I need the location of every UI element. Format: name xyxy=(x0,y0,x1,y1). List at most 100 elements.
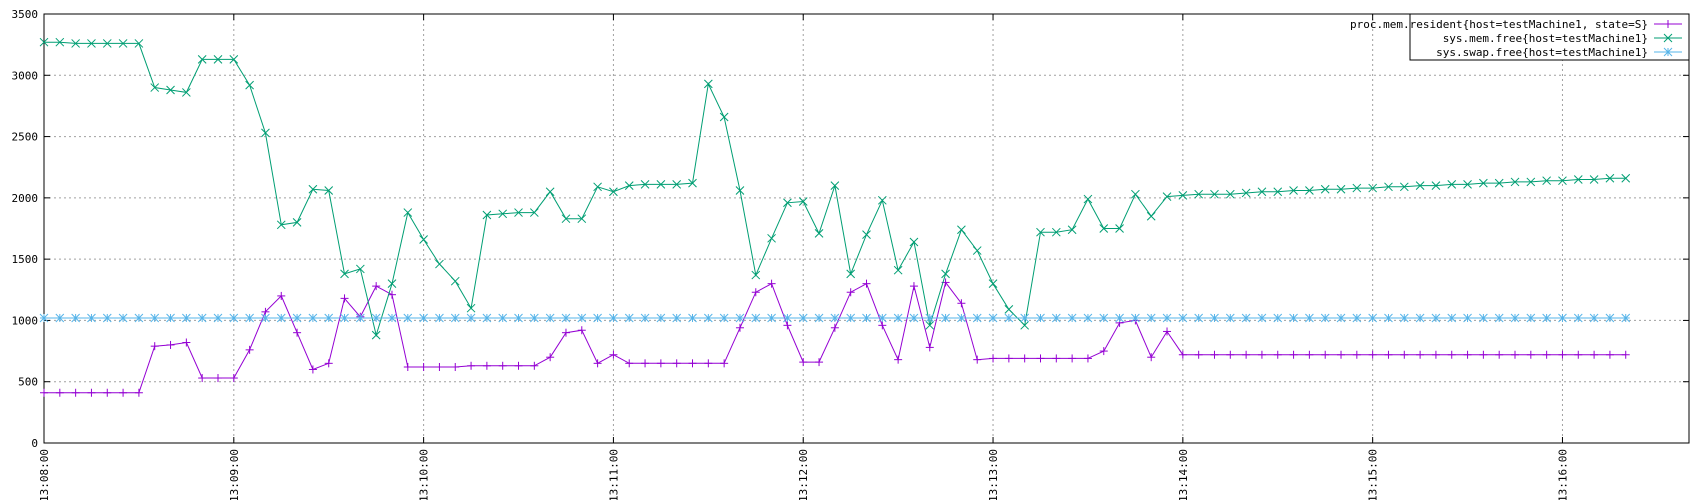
data-point xyxy=(55,313,65,323)
data-point xyxy=(973,355,982,364)
data-point xyxy=(656,180,666,189)
data-point xyxy=(1479,350,1488,359)
data-point xyxy=(1589,313,1599,323)
data-point xyxy=(134,388,143,397)
data-point xyxy=(403,208,413,217)
data-point xyxy=(1051,313,1061,323)
data-point xyxy=(1416,350,1425,359)
data-point xyxy=(1605,350,1614,359)
data-point xyxy=(656,359,665,368)
data-point xyxy=(498,313,508,323)
legend-swatch-marker xyxy=(1663,33,1673,43)
data-point xyxy=(134,39,144,48)
data-point xyxy=(957,299,966,308)
data-point xyxy=(1605,173,1615,183)
data-point xyxy=(245,313,254,323)
data-point xyxy=(1447,313,1457,323)
data-point xyxy=(1147,353,1156,362)
data-point xyxy=(751,313,761,323)
data-point xyxy=(150,83,160,92)
data-point xyxy=(134,313,144,323)
data-point xyxy=(1526,313,1536,323)
data-point xyxy=(941,269,950,279)
x-tick-label: 13:13:00 xyxy=(987,449,1000,500)
data-point xyxy=(545,313,555,323)
data-point xyxy=(577,326,586,335)
data-point xyxy=(1099,313,1109,323)
data-point xyxy=(735,323,744,332)
data-point xyxy=(119,388,128,397)
data-point xyxy=(640,180,650,189)
data-point xyxy=(672,180,682,189)
data-point xyxy=(1083,354,1092,363)
data-point xyxy=(261,128,270,138)
data-point xyxy=(245,80,254,90)
data-point xyxy=(308,313,318,323)
data-point xyxy=(830,313,840,323)
data-point xyxy=(814,229,824,238)
data-point xyxy=(292,218,302,227)
data-point xyxy=(1210,350,1219,359)
data-point xyxy=(1257,313,1267,323)
data-point xyxy=(1067,225,1077,235)
data-point xyxy=(719,112,729,122)
data-point xyxy=(1289,350,1298,359)
data-point xyxy=(1020,313,1030,323)
data-point xyxy=(1115,313,1124,323)
data-point xyxy=(894,355,903,364)
data-point xyxy=(703,79,713,89)
data-point xyxy=(498,209,508,219)
data-point xyxy=(1067,313,1077,323)
data-point xyxy=(1494,178,1504,188)
data-point xyxy=(1241,313,1251,323)
x-tick-label: 13:10:00 xyxy=(418,449,431,500)
data-point xyxy=(1225,189,1235,199)
data-point xyxy=(593,182,602,192)
data-point xyxy=(229,54,239,64)
legend-label: proc.mem.resident{host=testMachine1, sta… xyxy=(1350,18,1648,31)
data-point xyxy=(1384,182,1393,192)
data-point xyxy=(1289,313,1298,323)
data-point xyxy=(55,388,64,397)
data-point xyxy=(182,313,191,323)
data-point xyxy=(150,313,160,323)
y-tick-label: 2500 xyxy=(12,131,39,144)
data-point xyxy=(751,270,761,280)
data-point xyxy=(1036,354,1045,363)
data-point xyxy=(814,313,824,323)
data-point xyxy=(1004,354,1013,363)
data-point xyxy=(751,288,760,297)
data-point xyxy=(735,313,745,323)
data-point xyxy=(545,187,555,197)
data-point xyxy=(641,359,650,368)
data-point xyxy=(941,313,950,323)
data-point xyxy=(245,345,254,354)
x-tick-label: 13:16:00 xyxy=(1556,449,1569,500)
data-point xyxy=(1273,350,1282,359)
series-line xyxy=(44,41,1626,337)
data-point xyxy=(403,313,413,323)
data-point xyxy=(197,313,207,323)
data-point xyxy=(1431,181,1441,190)
data-point xyxy=(561,328,570,337)
axis-layer xyxy=(43,13,1690,444)
data-point xyxy=(166,85,175,95)
data-point xyxy=(688,359,697,368)
data-point xyxy=(1431,313,1441,323)
data-point xyxy=(720,359,729,368)
y-tick-label: 1000 xyxy=(12,314,39,327)
data-point xyxy=(972,313,982,323)
series-2 xyxy=(39,37,1631,340)
data-point xyxy=(1494,313,1504,323)
data-point xyxy=(213,313,223,323)
data-point xyxy=(1573,175,1583,184)
data-point xyxy=(1558,313,1567,323)
data-point xyxy=(529,208,539,217)
data-point xyxy=(340,294,349,303)
data-point xyxy=(1558,176,1567,186)
data-point xyxy=(450,276,460,286)
data-point xyxy=(103,388,112,397)
data-point xyxy=(514,313,523,323)
data-point xyxy=(561,214,571,224)
data-point xyxy=(909,237,919,247)
